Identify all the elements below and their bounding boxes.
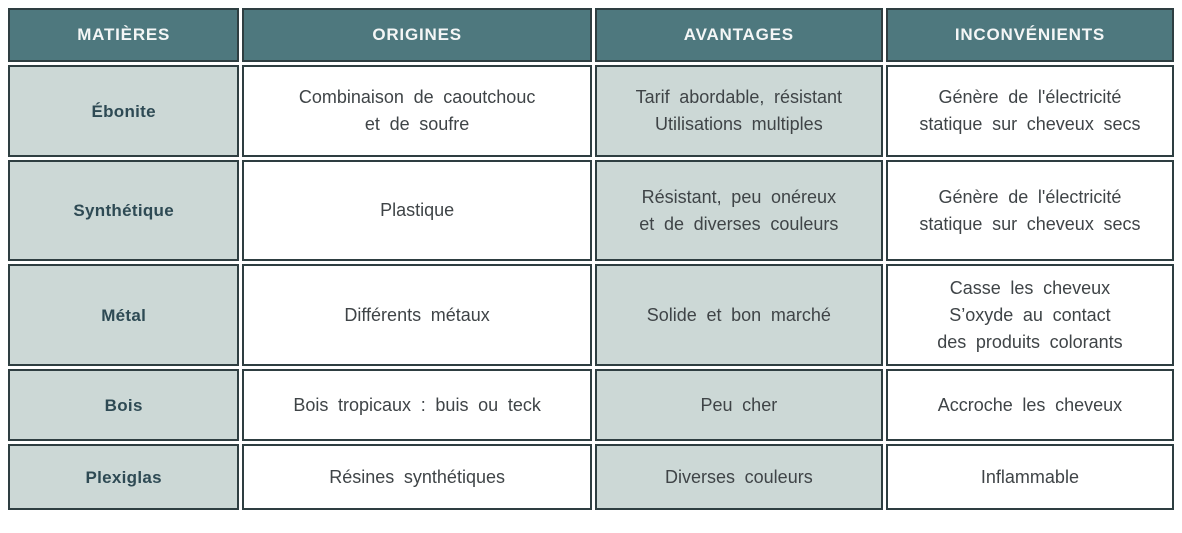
table-row-ebonite: Ébonite Combinaison de caoutchouc et de …	[8, 65, 1174, 157]
column-header-inconvenients: INCONVÉNIENTS	[885, 8, 1174, 62]
cell-inconvenient: Génère de l'électricité statique sur che…	[885, 160, 1174, 261]
cell-avantage: Diverses couleurs	[594, 444, 883, 510]
column-header-origines: ORIGINES	[242, 8, 592, 62]
table-row-plexiglas: Plexiglas Résines synthétiques Diverses …	[8, 444, 1174, 510]
cell-avantage: Tarif abordable, résistant Utilisations …	[594, 65, 883, 157]
cell-origine: Combinaison de caoutchouc et de soufre	[242, 65, 592, 157]
cell-origine: Bois tropicaux : buis ou teck	[242, 369, 592, 441]
cell-inconvenient: Casse les cheveux S’oxyde au contact des…	[885, 264, 1174, 366]
cell-inconvenient: Inflammable	[885, 444, 1174, 510]
cell-avantage: Peu cher	[594, 369, 883, 441]
column-header-matieres: MATIÈRES	[8, 8, 240, 62]
cell-matiere: Ébonite	[8, 65, 240, 157]
cell-inconvenient: Accroche les cheveux	[885, 369, 1174, 441]
cell-matiere: Métal	[8, 264, 240, 366]
table-row-metal: Métal Différents métaux Solide et bon ma…	[8, 264, 1174, 366]
column-header-avantages: AVANTAGES	[594, 8, 883, 62]
cell-origine: Plastique	[242, 160, 592, 261]
comparison-table: MATIÈRES ORIGINES AVANTAGES INCONVÉNIENT…	[5, 5, 1177, 513]
table-header-row: MATIÈRES ORIGINES AVANTAGES INCONVÉNIENT…	[8, 8, 1174, 62]
cell-matiere: Plexiglas	[8, 444, 240, 510]
cell-origine: Résines synthétiques	[242, 444, 592, 510]
cell-avantage: Résistant, peu onéreux et de diverses co…	[594, 160, 883, 261]
cell-inconvenient: Génère de l'électricité statique sur che…	[885, 65, 1174, 157]
cell-matiere: Bois	[8, 369, 240, 441]
cell-origine: Différents métaux	[242, 264, 592, 366]
table-row-synthetique: Synthétique Plastique Résistant, peu oné…	[8, 160, 1174, 261]
cell-avantage: Solide et bon marché	[594, 264, 883, 366]
table-row-bois: Bois Bois tropicaux : buis ou teck Peu c…	[8, 369, 1174, 441]
cell-matiere: Synthétique	[8, 160, 240, 261]
